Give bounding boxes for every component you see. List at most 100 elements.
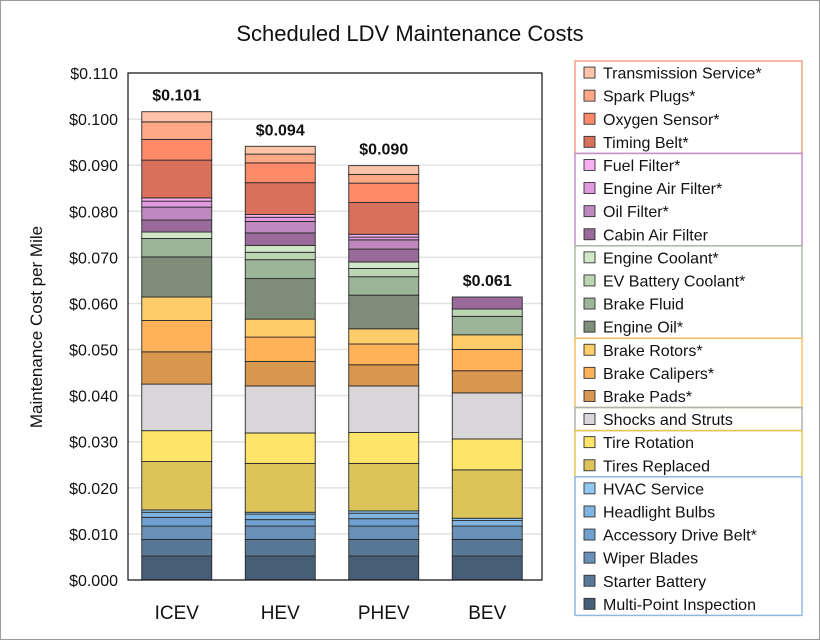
- bar-segment: [141, 516, 213, 527]
- y-tick-label: $0.090: [69, 158, 118, 175]
- legend-swatch: [583, 66, 596, 79]
- bar-segment: [244, 555, 316, 581]
- bar-segment: [348, 276, 420, 296]
- bar-segment: [348, 525, 420, 540]
- bar-segment: [451, 438, 523, 471]
- bar-segment: [348, 202, 420, 235]
- y-tick-label: $0.050: [69, 343, 118, 360]
- legend-swatch: [583, 574, 596, 587]
- legend-item: Accessory Drive Belt*: [583, 528, 757, 545]
- legend-item: Cabin Air Filter: [583, 227, 709, 244]
- bar-segment: [244, 336, 316, 362]
- legend-swatch: [583, 274, 596, 287]
- total-label: $0.101: [152, 88, 201, 105]
- legend-swatch: [583, 251, 596, 264]
- bar-segment: [141, 159, 213, 199]
- bar-segment: [348, 462, 420, 512]
- bar-segment: [244, 259, 316, 280]
- legend-swatch: [583, 320, 596, 333]
- bar-segment: [451, 538, 523, 557]
- legend-item: Tires Replaced: [583, 458, 710, 475]
- legend-item: Starter Battery: [583, 574, 706, 591]
- y-tick-label: $0.110: [70, 66, 118, 83]
- legend-swatch: [583, 459, 596, 472]
- bar-segment: [451, 392, 523, 440]
- legend-item: Brake Calipers*: [583, 366, 714, 383]
- legend-label: Transmission Service*: [603, 66, 762, 83]
- total-label: $0.061: [463, 273, 512, 290]
- bar-segment: [451, 520, 523, 527]
- y-axis-label: Maintenance Cost per Mile: [27, 226, 46, 428]
- bar-segment: [451, 525, 523, 540]
- legend-swatch: [583, 343, 596, 356]
- bar-segment: [244, 232, 316, 246]
- legend-label: Wiper Blades: [603, 551, 698, 568]
- bar-segment: [141, 138, 213, 161]
- legend-swatch: [583, 112, 596, 125]
- bar-segment: [244, 519, 316, 527]
- y-tick-label: $0.020: [69, 481, 118, 498]
- bar-segment: [141, 511, 213, 518]
- x-tick-label: ICEV: [155, 603, 200, 624]
- legend-item: Wiper Blades: [583, 551, 698, 568]
- y-axis-ticks: $0.000 $0.010 $0.020 $0.030 $0.040 $0.050 $0.0…: [69, 66, 118, 590]
- bar-segment: [244, 153, 316, 164]
- bar-segment: [348, 432, 420, 464]
- legend-swatch: [583, 482, 596, 495]
- bar-segment: [141, 555, 213, 581]
- bar-segment: [141, 538, 213, 557]
- legend-item: Multi-Point Inspection: [583, 597, 756, 614]
- bar-segment: [244, 513, 316, 521]
- bar-segment: [141, 111, 213, 123]
- legend-label: Brake Fluid: [603, 297, 684, 314]
- x-tick-label: BEV: [468, 603, 506, 624]
- bar-segment: [141, 383, 213, 432]
- x-axis-ticks: ICEV HEV PHEV BEV: [155, 603, 507, 624]
- bar-segment: [348, 518, 420, 527]
- legend-swatch: [583, 205, 596, 218]
- legend-item: Tire Rotation: [583, 435, 694, 452]
- legend-item: Engine Oil*: [583, 320, 683, 337]
- legend-item: EV Battery Coolant*: [583, 273, 745, 290]
- bar-icev: [141, 111, 213, 581]
- bar-segment: [244, 220, 316, 234]
- bar-segment: [244, 162, 316, 184]
- y-tick-label: $0.080: [69, 204, 118, 221]
- bar-segment: [141, 197, 213, 202]
- y-tick-label: $0.010: [69, 527, 118, 544]
- legend-label: Engine Air Filter*: [603, 181, 722, 198]
- legend-swatch: [583, 89, 596, 102]
- bar-segment: [244, 216, 316, 222]
- legend-item: Brake Pads*: [583, 389, 692, 406]
- bar-segment: [348, 555, 420, 581]
- bar-phev: [348, 165, 420, 581]
- bar-bev: [451, 296, 523, 581]
- bar-segment: [451, 334, 523, 350]
- bar-segment: [141, 238, 213, 258]
- legend-item: Brake Rotors*: [583, 343, 703, 360]
- bar-segment: [348, 182, 420, 203]
- bar-segment: [451, 296, 523, 310]
- chart-title: Scheduled LDV Maintenance Costs: [236, 21, 583, 46]
- legend-item: Oil Filter*: [583, 204, 669, 221]
- legend-item: Engine Coolant*: [583, 250, 719, 267]
- bar-segment: [348, 267, 420, 278]
- bar-segment: [348, 239, 420, 250]
- x-tick-label: PHEV: [358, 603, 410, 624]
- legend-swatch: [583, 228, 596, 241]
- bar-segment: [451, 469, 523, 519]
- legend-item: Shocks and Struts: [583, 412, 733, 429]
- legend-swatch: [583, 413, 596, 425]
- legend-item: Engine Air Filter*: [583, 181, 722, 198]
- bar-segment: [244, 385, 316, 434]
- bar-segment: [141, 219, 213, 233]
- bar-segment: [348, 512, 420, 520]
- legend-swatch: [583, 551, 596, 564]
- bar-segment: [141, 320, 213, 353]
- legend-label: Accessory Drive Belt*: [603, 528, 757, 545]
- legend-item: HVAC Service: [583, 481, 704, 498]
- bar-segment: [244, 525, 316, 540]
- bar-segment: [141, 430, 213, 462]
- bar-segment: [348, 248, 420, 263]
- legend-item: Spark Plugs*: [583, 89, 696, 106]
